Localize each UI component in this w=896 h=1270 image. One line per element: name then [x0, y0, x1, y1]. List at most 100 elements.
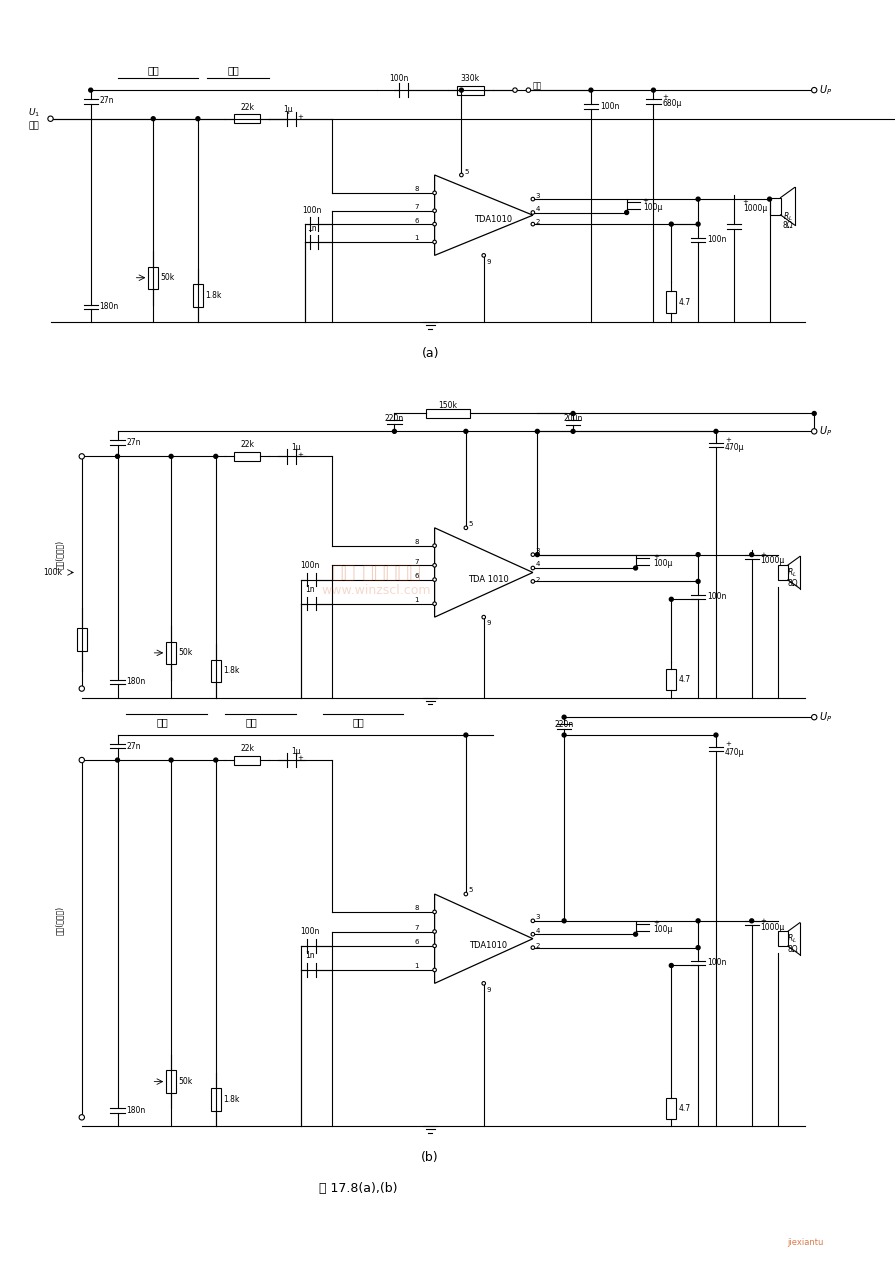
Text: 470μ: 470μ [725, 443, 745, 452]
Circle shape [151, 117, 155, 121]
Text: TDA1010: TDA1010 [474, 215, 512, 224]
Bar [457, 85, 484, 94]
Text: 1000μ: 1000μ [761, 922, 785, 932]
Text: 8Ω: 8Ω [788, 579, 798, 588]
Circle shape [464, 429, 468, 433]
Text: 470μ: 470μ [725, 748, 745, 757]
Text: +: + [761, 918, 766, 923]
Text: (b): (b) [421, 1151, 439, 1165]
Text: 1.8k: 1.8k [205, 291, 221, 300]
Text: 50k: 50k [160, 273, 175, 282]
Circle shape [79, 686, 84, 691]
Text: 50k: 50k [178, 1077, 193, 1086]
Text: 5: 5 [469, 888, 473, 894]
Circle shape [531, 946, 535, 950]
Circle shape [79, 1115, 84, 1120]
Circle shape [433, 564, 436, 568]
Bar [149, 267, 159, 288]
Text: 3: 3 [536, 549, 540, 554]
Text: www.winzscl.com: www.winzscl.com [322, 584, 431, 597]
Text: 27n: 27n [99, 97, 114, 105]
Circle shape [651, 88, 655, 93]
Text: 50k: 50k [178, 649, 193, 658]
Circle shape [669, 222, 673, 226]
Circle shape [89, 88, 92, 93]
Text: 1000μ: 1000μ [743, 203, 767, 212]
Text: $U_P$: $U_P$ [819, 84, 831, 97]
Bar [667, 291, 676, 314]
Text: 1.8k: 1.8k [223, 1095, 239, 1104]
Bar [667, 1097, 676, 1119]
Text: 1: 1 [414, 964, 418, 969]
Text: 6: 6 [414, 940, 418, 945]
Text: 100μ: 100μ [653, 925, 673, 933]
Circle shape [696, 552, 700, 556]
Text: 输入: 输入 [28, 122, 39, 131]
Circle shape [696, 946, 700, 950]
Text: 4: 4 [536, 206, 540, 212]
Circle shape [482, 982, 486, 986]
Circle shape [433, 578, 436, 582]
Circle shape [433, 968, 436, 972]
Bar [234, 452, 261, 461]
Circle shape [571, 429, 575, 433]
Text: 1000μ: 1000μ [761, 556, 785, 565]
Text: 22k: 22k [240, 744, 254, 753]
Bar [770, 198, 780, 215]
Circle shape [562, 715, 566, 719]
Text: 输入(左通道): 输入(左通道) [55, 907, 64, 936]
Circle shape [460, 173, 463, 177]
Circle shape [464, 526, 468, 530]
Text: $U_P$: $U_P$ [819, 710, 831, 724]
Circle shape [750, 919, 754, 923]
Text: 1μ: 1μ [292, 443, 301, 452]
Bar [193, 284, 202, 307]
Circle shape [535, 552, 539, 556]
Circle shape [531, 211, 535, 215]
Text: +: + [761, 551, 766, 558]
Text: 100n: 100n [707, 235, 727, 244]
Circle shape [696, 222, 700, 226]
Circle shape [531, 197, 535, 201]
Text: 1.8k: 1.8k [223, 667, 239, 676]
Text: 220n: 220n [555, 720, 573, 729]
Text: 1: 1 [414, 235, 418, 241]
Text: 680μ: 680μ [662, 99, 682, 108]
Text: 8Ω: 8Ω [788, 945, 798, 954]
Circle shape [589, 88, 593, 93]
Bar [77, 629, 87, 650]
Circle shape [116, 758, 119, 762]
Circle shape [813, 411, 816, 415]
Text: 1μ: 1μ [283, 105, 292, 114]
Text: 200n: 200n [564, 414, 582, 423]
Text: 4.7: 4.7 [678, 297, 691, 307]
Circle shape [433, 930, 436, 933]
Text: 100n: 100n [303, 206, 322, 215]
Text: 100n: 100n [389, 74, 409, 83]
Circle shape [812, 715, 817, 720]
Text: TDA1010: TDA1010 [470, 941, 507, 950]
Text: 绿库 电子市场网: 绿库 电子市场网 [332, 563, 421, 582]
Text: 9: 9 [487, 620, 491, 626]
Text: 7: 7 [414, 204, 418, 210]
Text: +: + [653, 919, 659, 926]
Text: 5: 5 [464, 169, 469, 175]
Circle shape [768, 197, 771, 201]
Circle shape [433, 190, 436, 194]
Text: 5: 5 [469, 521, 473, 527]
Text: 100n: 100n [707, 592, 727, 601]
Circle shape [562, 919, 566, 923]
Text: +: + [725, 437, 731, 443]
Text: 8: 8 [414, 187, 418, 192]
Circle shape [79, 757, 84, 763]
Text: 4: 4 [536, 561, 540, 568]
Text: +: + [297, 756, 303, 761]
Bar [211, 1088, 220, 1111]
Text: 9: 9 [487, 987, 491, 993]
Circle shape [812, 88, 817, 93]
Text: 3: 3 [536, 914, 540, 921]
Circle shape [196, 117, 200, 121]
Circle shape [482, 616, 486, 618]
Text: +: + [725, 740, 731, 747]
Text: 音调: 音调 [147, 66, 159, 75]
